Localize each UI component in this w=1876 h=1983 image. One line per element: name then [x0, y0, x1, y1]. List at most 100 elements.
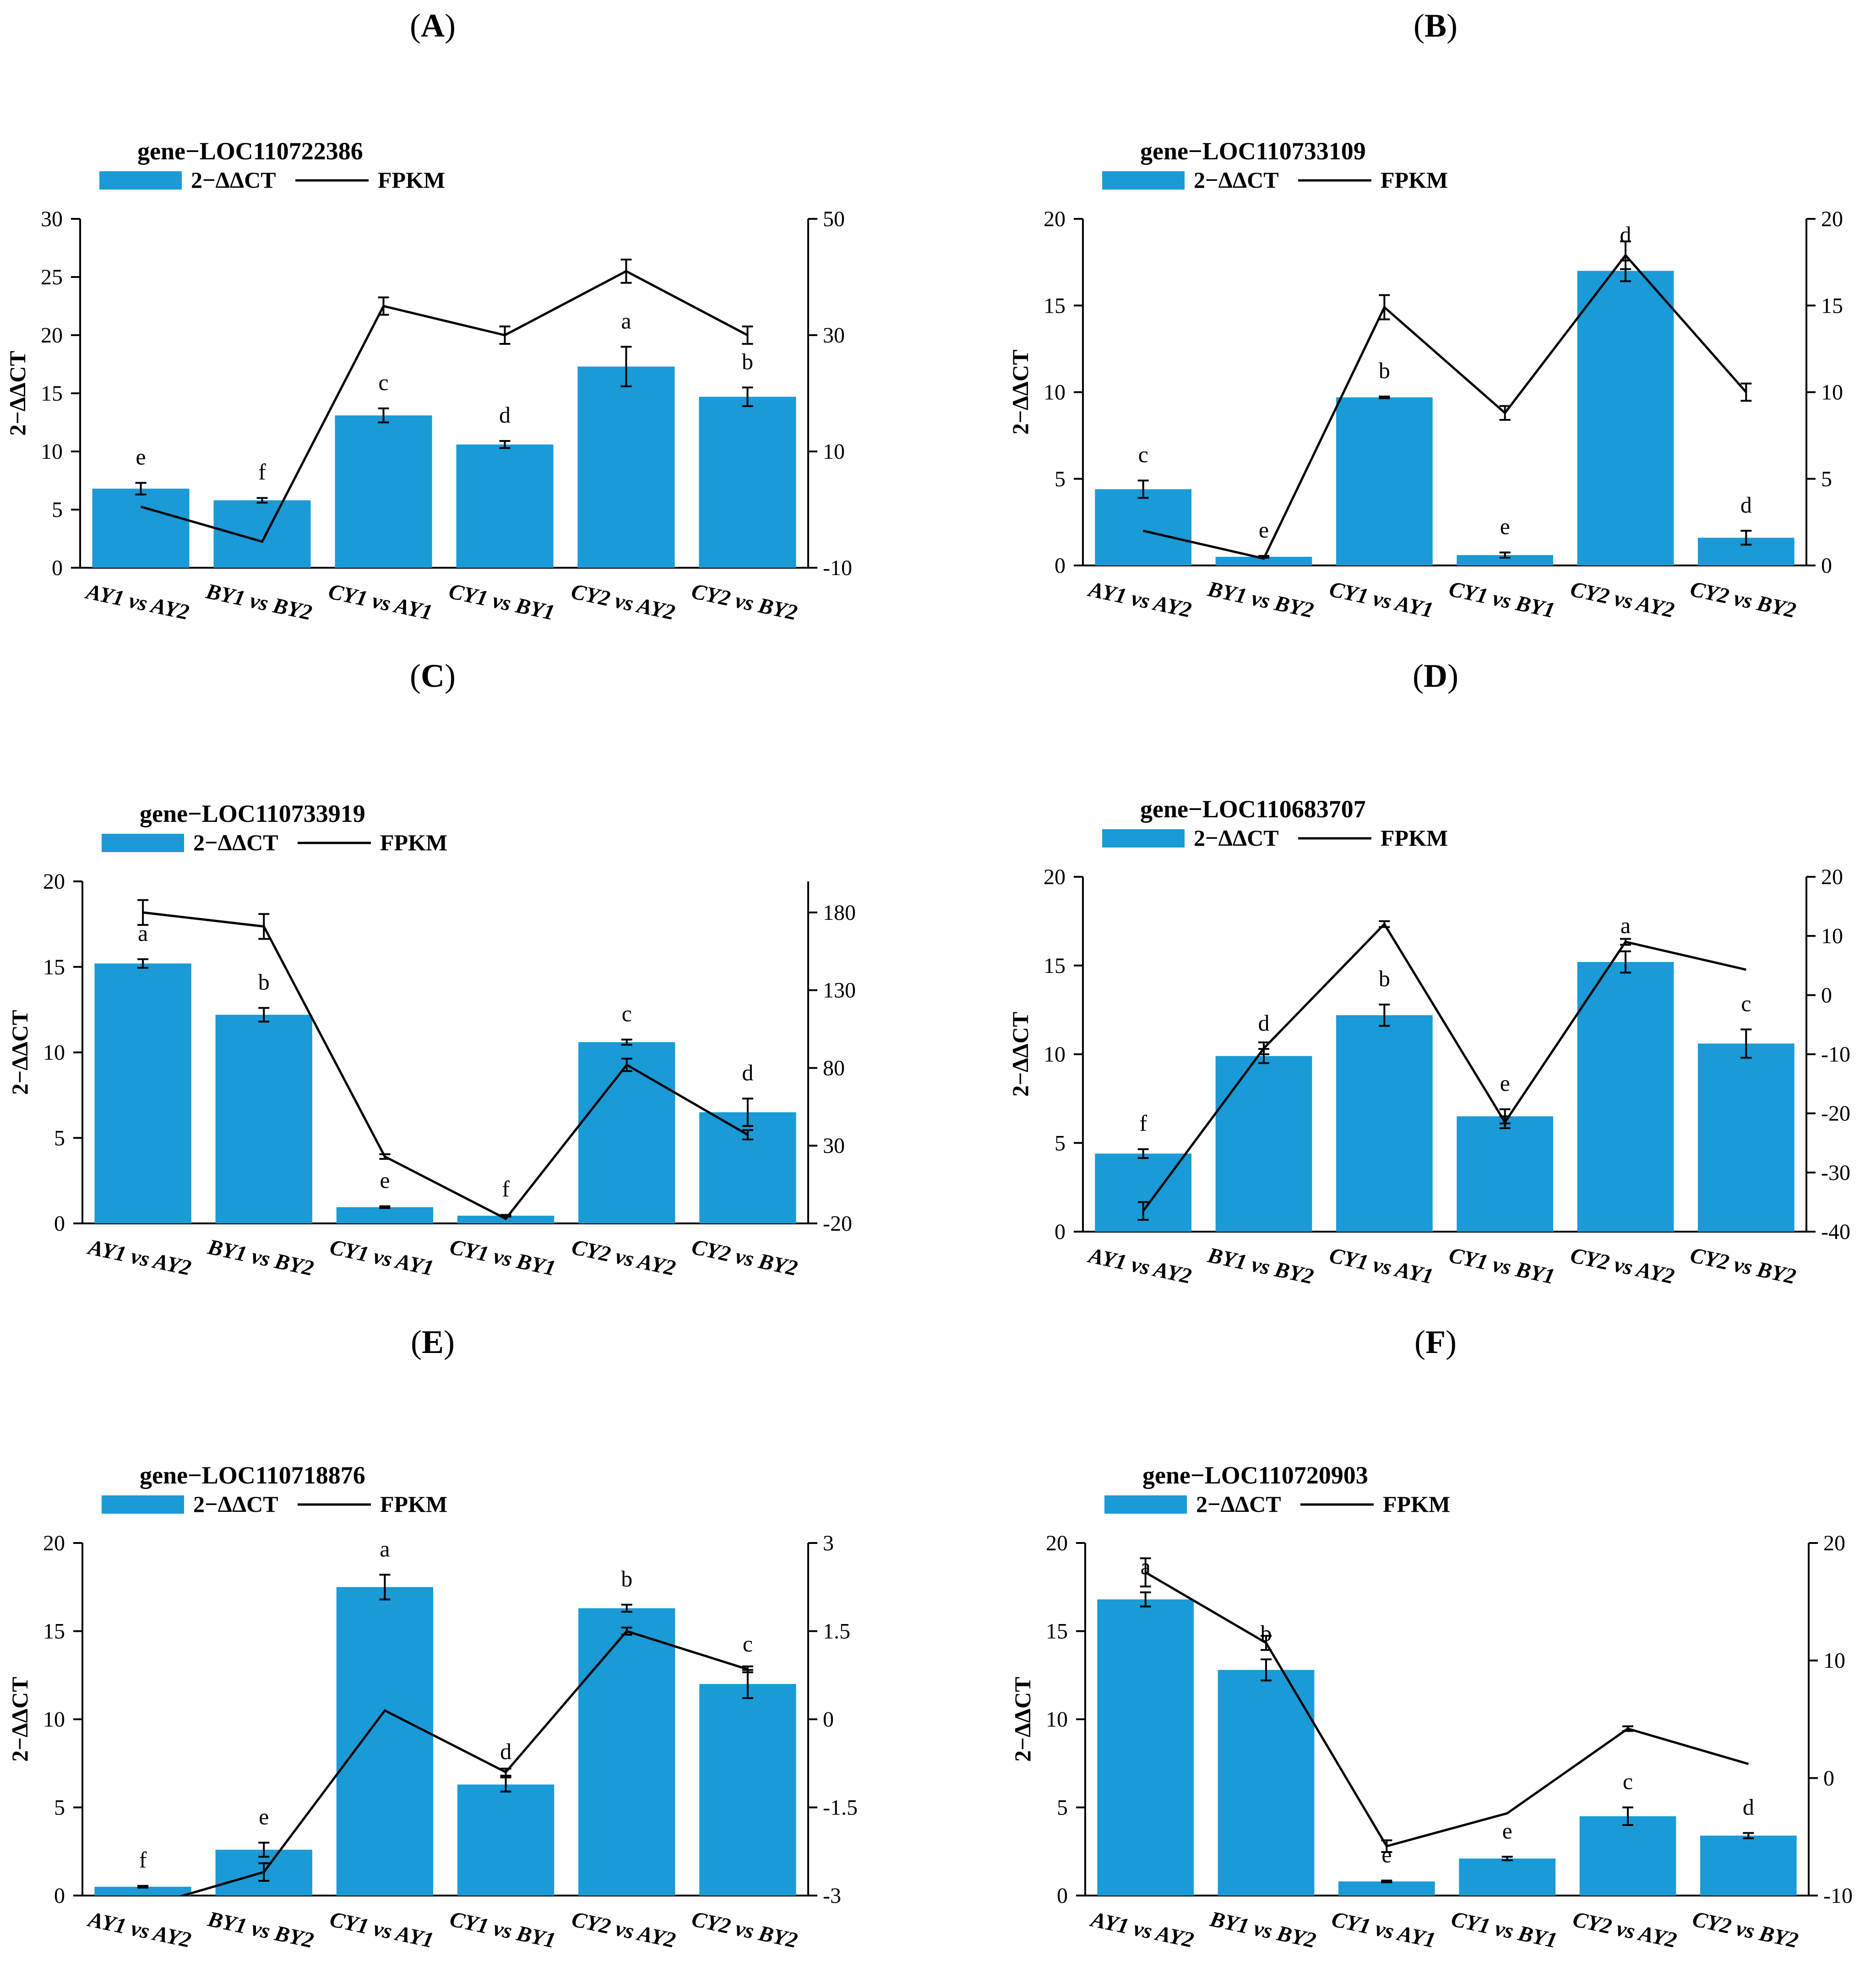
bar	[215, 1015, 312, 1223]
y-tick-label: 0	[52, 556, 63, 580]
legend-label-line: FPKM	[380, 1491, 447, 1517]
bar	[1336, 397, 1433, 565]
y-tick-label: 15	[1044, 954, 1066, 978]
y-tick-label: 0	[1057, 1884, 1068, 1908]
x-tick-label: CY1 vs AY1	[1329, 1907, 1437, 1953]
significance-letter: c	[622, 1000, 632, 1026]
y2-tick-label: 3	[823, 1531, 834, 1555]
y2-tick-label: 0	[1821, 983, 1832, 1007]
y2-tick-label: 30	[823, 1134, 845, 1158]
legend-bar-swatch	[99, 171, 182, 190]
panel-label: (D)	[1413, 657, 1458, 694]
x-tick-label: BY1 vs BY2	[203, 579, 314, 625]
bar	[1457, 1116, 1553, 1232]
panel-label: (C)	[410, 657, 456, 694]
y2-tick-label: 0	[1823, 1766, 1834, 1790]
significance-letter: c	[378, 369, 388, 395]
y-tick-label: 20	[43, 1531, 65, 1555]
legend-bar-swatch	[102, 834, 184, 852]
panel-paren-open: (	[410, 7, 421, 44]
y2-tick-label: -3	[823, 1884, 841, 1908]
bar	[1097, 1599, 1194, 1896]
bar	[213, 500, 311, 568]
significance-letter: b	[1379, 358, 1390, 383]
x-tick-label: CY1 vs BY1	[1447, 1243, 1557, 1289]
y-axis-label: 2−ΔΔCT	[5, 351, 30, 436]
legend-label-line: FPKM	[378, 167, 445, 193]
bar	[1577, 962, 1674, 1232]
panel-paren-close: )	[1446, 1324, 1457, 1360]
bar	[92, 489, 190, 568]
significance-letter: d	[499, 402, 511, 428]
x-tick-label: CY2 vs AY2	[1571, 1907, 1679, 1953]
significance-letter: d	[742, 1059, 753, 1085]
y2-tick-label: -10	[1823, 1884, 1853, 1908]
y2-tick-label: 10	[1821, 380, 1843, 405]
y-tick-label: 10	[1046, 1707, 1068, 1732]
panel-paren-open: (	[1413, 657, 1424, 694]
significance-letter: e	[380, 1168, 390, 1193]
panel-letter: B	[1425, 7, 1446, 44]
bar	[457, 1784, 555, 1896]
y-tick-label: 0	[1055, 1220, 1066, 1244]
significance-letter: c	[1623, 1769, 1633, 1794]
significance-letter: c	[1741, 990, 1751, 1016]
bar	[1698, 1043, 1794, 1232]
significance-letter: b	[742, 348, 753, 374]
significance-letter: b	[258, 969, 270, 994]
legend-bar-swatch	[1102, 171, 1185, 190]
y-tick-label: 5	[1055, 1131, 1066, 1155]
x-tick-label: CY1 vs AY1	[326, 579, 435, 625]
y-tick-label: 20	[41, 323, 63, 348]
significance-letter: e	[1381, 1842, 1392, 1867]
legend-label-bar: 2−ΔΔCT	[1196, 1491, 1281, 1517]
y-tick-label: 5	[1055, 467, 1066, 491]
x-tick-label: CY1 vs AY1	[1327, 577, 1435, 623]
y2-tick-label: 15	[1821, 293, 1843, 318]
panel-letter: A	[421, 7, 445, 44]
panel-letter: F	[1425, 1324, 1446, 1360]
y-tick-label: 5	[54, 1796, 65, 1820]
x-tick-label: AY1 vs AY2	[1088, 1907, 1196, 1953]
y-tick-label: 15	[1046, 1619, 1068, 1644]
significance-letter: e	[1500, 1070, 1510, 1096]
y2-tick-label: -20	[1821, 1102, 1850, 1126]
y2-tick-label: -10	[823, 556, 852, 580]
legend-label-line: FPKM	[1383, 1491, 1450, 1517]
x-tick-label: CY2 vs AY2	[1568, 577, 1676, 623]
significance-letter: a	[621, 308, 631, 333]
x-tick-label: CY2 vs AY2	[1568, 1243, 1676, 1289]
y2-tick-label: 20	[1821, 865, 1843, 889]
y-tick-label: 0	[54, 1884, 65, 1908]
significance-letter: c	[743, 1631, 753, 1657]
y2-tick-label: 10	[823, 440, 845, 464]
bar	[578, 1608, 675, 1896]
x-tick-label: CY1 vs BY1	[448, 1235, 558, 1281]
panel-letter: E	[422, 1324, 444, 1360]
fpkm-line	[1143, 253, 1747, 560]
x-tick-label: CY1 vs BY1	[448, 1907, 558, 1953]
bar	[336, 1587, 434, 1896]
x-tick-label: CY2 vs AY2	[570, 1235, 678, 1281]
panel-paren-close: )	[445, 7, 456, 44]
bar	[1215, 557, 1312, 565]
fpkm-line	[140, 270, 748, 543]
chart-title: gene−LOC110718876	[140, 1461, 365, 1489]
legend-label-line: FPKM	[1381, 167, 1448, 193]
bar	[699, 397, 796, 568]
panel-letter: D	[1424, 657, 1447, 694]
x-tick-label: CY2 vs BY2	[690, 1907, 800, 1953]
panel-label: (A)	[410, 7, 456, 44]
y-tick-label: 5	[1057, 1796, 1068, 1820]
significance-letter: e	[259, 1804, 269, 1830]
significance-letter: e	[136, 444, 146, 470]
panel-letter: C	[421, 657, 445, 694]
y2-tick-label: 1.5	[823, 1619, 850, 1644]
y2-tick-label: 0	[1821, 554, 1832, 578]
significance-letter: d	[1620, 222, 1631, 247]
y-axis-label: 2−ΔΔCT	[1010, 1677, 1035, 1762]
bar	[335, 415, 432, 568]
x-tick-label: AY1 vs AY2	[85, 1235, 194, 1281]
